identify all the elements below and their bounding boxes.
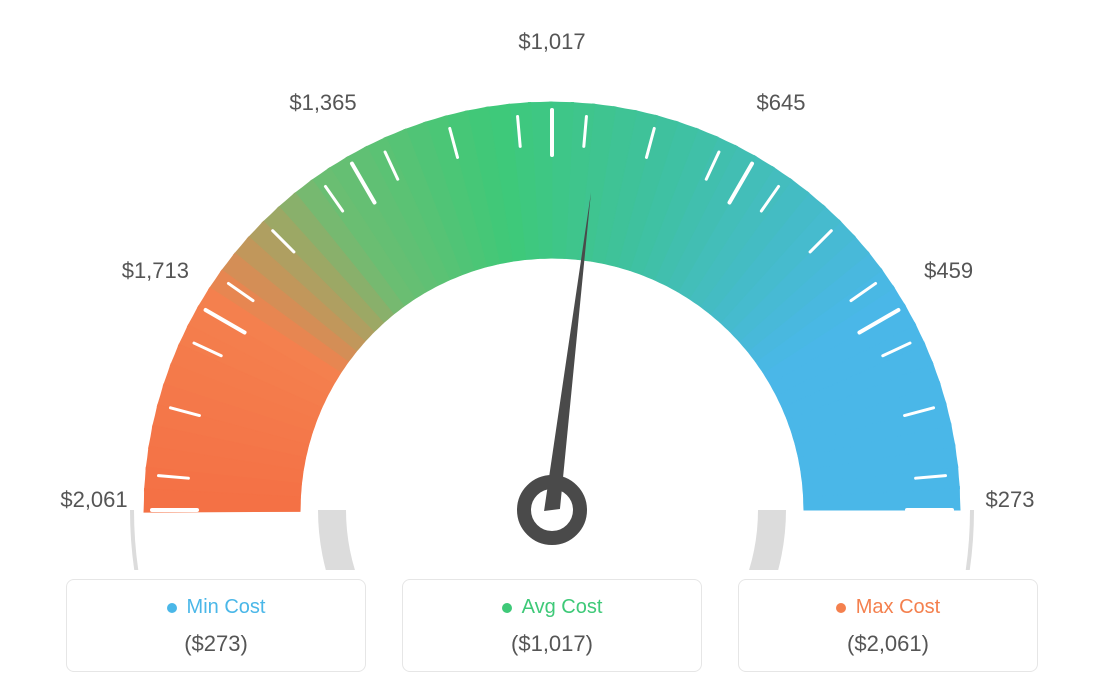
gauge-svg: [0, 10, 1104, 570]
gauge-tick-label: $273: [986, 487, 1035, 513]
dot-icon: [502, 603, 512, 613]
gauge-tick-label: $1,713: [122, 258, 189, 284]
legend-value-max: ($2,061): [749, 631, 1027, 657]
legend-title-max: Max Cost: [836, 596, 940, 619]
gauge-tick-label: $2,061: [60, 487, 127, 513]
dot-icon: [836, 603, 846, 613]
legend-title-avg: Avg Cost: [502, 596, 603, 619]
gauge-tick-label: $1,365: [289, 90, 356, 116]
gauge-tick-label: $645: [757, 90, 806, 116]
legend-value-min: ($273): [77, 631, 355, 657]
gauge-tick-label: $459: [924, 258, 973, 284]
gauge-chart: $273 $459 $645 $1,017 $1,365 $1,713 $2,061: [0, 0, 1104, 560]
legend-card-avg: Avg Cost ($1,017): [402, 579, 702, 672]
dot-icon: [167, 603, 177, 613]
legend-title-min: Min Cost: [167, 596, 266, 619]
legend-card-max: Max Cost ($2,061): [738, 579, 1038, 672]
legend-title-text: Min Cost: [187, 596, 266, 619]
legend-title-text: Max Cost: [856, 596, 940, 619]
legend-row: Min Cost ($273) Avg Cost ($1,017) Max Co…: [0, 579, 1104, 672]
gauge-tick-label: $1,017: [518, 29, 585, 55]
legend-card-min: Min Cost ($273): [66, 579, 366, 672]
legend-title-text: Avg Cost: [522, 596, 603, 619]
legend-value-avg: ($1,017): [413, 631, 691, 657]
